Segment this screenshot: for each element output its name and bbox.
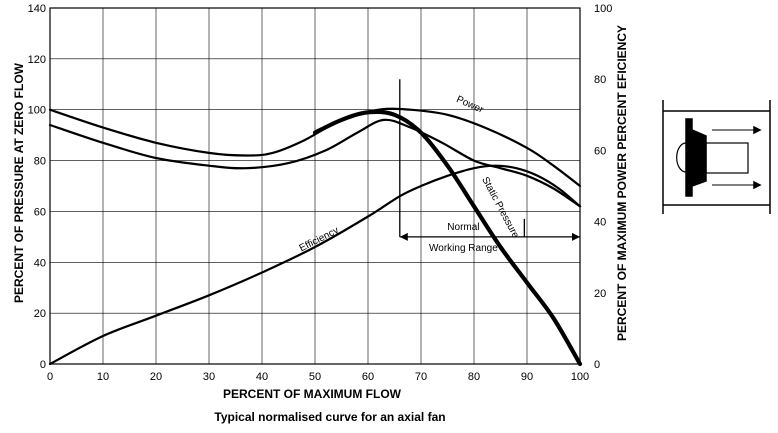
tick-labels: 0 10 20 30 40 50 60 70 80 90 100 0 20 40 60 80 100 120 140… bbox=[28, 3, 613, 383]
annotations: Power Static Pressure Efficiency Normal Work… bbox=[298, 79, 580, 254]
x-tick-label: 80 bbox=[468, 371, 480, 383]
grid bbox=[49, 7, 581, 365]
x-tick-label: 60 bbox=[362, 371, 374, 383]
left-y-tick-label: 60 bbox=[34, 206, 46, 218]
x-tick-label: 100 bbox=[571, 371, 589, 383]
left-axis-title: PERCENT OF PRESSURE AT ZERO FLOW bbox=[12, 62, 26, 303]
left-y-tick-label: 140 bbox=[28, 3, 46, 15]
x-tick-label: 20 bbox=[150, 371, 162, 383]
series-label: Static Pressure bbox=[479, 175, 521, 240]
x-tick-label: 70 bbox=[415, 371, 427, 383]
axial-fan-diagram-icon bbox=[662, 100, 771, 214]
right-y-tick-label: 40 bbox=[594, 217, 606, 229]
x-tick-label: 0 bbox=[47, 371, 53, 383]
right-y-tick-label: 60 bbox=[594, 145, 606, 157]
right-axis-title: PERCENT OF MAXIMUM POWER PERCENT EFICIEN… bbox=[615, 25, 629, 341]
x-axis-title: PERCENT OF MAXIMUM FLOW bbox=[223, 387, 402, 401]
working-range-label-top: Normal bbox=[447, 222, 479, 233]
x-tick-label: 50 bbox=[309, 371, 321, 383]
x-tick-label: 90 bbox=[521, 371, 533, 383]
arrowhead-left-icon bbox=[399, 232, 408, 241]
left-y-tick-label: 100 bbox=[28, 105, 46, 117]
x-tick-label: 40 bbox=[256, 371, 268, 383]
series-line-1 bbox=[48, 118, 582, 208]
right-y-tick-label: 20 bbox=[594, 288, 606, 300]
series-label: Power bbox=[455, 94, 486, 116]
left-y-tick-label: 80 bbox=[34, 156, 46, 168]
static-pressure-line bbox=[312, 109, 583, 367]
right-y-tick-label: 80 bbox=[594, 74, 606, 86]
series-label: Efficiency bbox=[298, 225, 341, 254]
right-y-tick-label: 100 bbox=[594, 3, 612, 15]
efficiency-line bbox=[48, 164, 582, 366]
left-y-tick-label: 40 bbox=[34, 257, 46, 269]
arrowhead-right-icon bbox=[572, 232, 580, 241]
x-tick-label: 10 bbox=[97, 371, 109, 383]
left-y-tick-label: 20 bbox=[34, 308, 46, 320]
series-lines bbox=[48, 107, 583, 367]
right-y-tick-label: 0 bbox=[594, 359, 600, 371]
x-tick-label: 30 bbox=[203, 371, 215, 383]
working-range-label-bottom: Working Range bbox=[429, 243, 498, 254]
figure-caption: Typical normalised curve for an axial fa… bbox=[214, 410, 446, 424]
left-y-tick-label: 120 bbox=[28, 54, 46, 66]
left-y-tick-label: 0 bbox=[40, 359, 46, 371]
